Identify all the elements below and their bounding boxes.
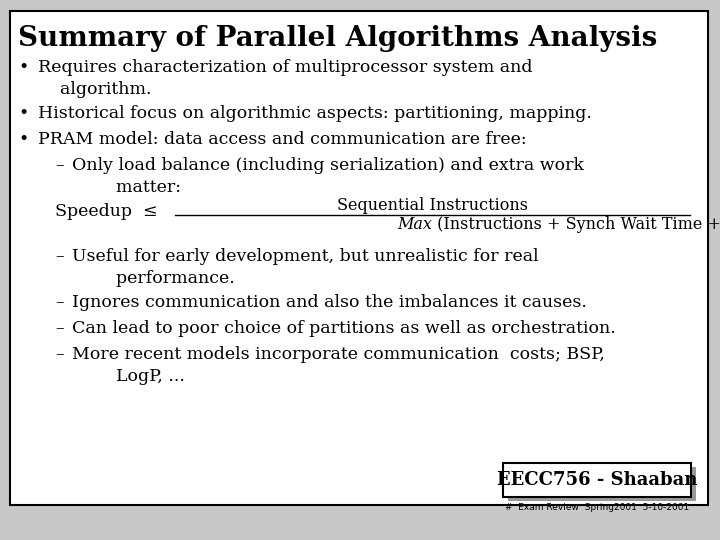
Text: Max: Max — [397, 216, 433, 233]
Text: Ignores communication and also the imbalances it causes.: Ignores communication and also the imbal… — [72, 294, 587, 311]
Text: EECC756 - Shaaban: EECC756 - Shaaban — [497, 471, 697, 489]
Text: Historical focus on algorithmic aspects: partitioning, mapping.: Historical focus on algorithmic aspects:… — [38, 105, 592, 122]
Text: Requires characterization of multiprocessor system and
    algorithm.: Requires characterization of multiproces… — [38, 59, 533, 98]
Text: •: • — [18, 105, 28, 122]
Text: Sequential Instructions: Sequential Instructions — [337, 197, 528, 214]
Text: –: – — [55, 157, 63, 174]
Text: –: – — [55, 346, 63, 363]
Text: Summary of Parallel Algorithms Analysis: Summary of Parallel Algorithms Analysis — [18, 25, 657, 52]
Text: Only load balance (including serialization) and extra work
        matter:: Only load balance (including serializati… — [72, 157, 584, 195]
Text: Speedup  ≤: Speedup ≤ — [55, 203, 158, 220]
Bar — [503, 463, 691, 497]
Text: #  Exam Review  Spring2001  5-10-2001: # Exam Review Spring2001 5-10-2001 — [505, 503, 689, 512]
Text: More recent models incorporate communication  costs; BSP,
        LogP, ...: More recent models incorporate communica… — [72, 346, 605, 384]
Text: –: – — [55, 320, 63, 337]
Text: –: – — [55, 248, 63, 265]
Text: (Instructions + Synch Wait Time + Extra Instructions): (Instructions + Synch Wait Time + Extra … — [433, 216, 720, 233]
Text: –: – — [55, 294, 63, 311]
Text: •: • — [18, 59, 28, 76]
Text: Can lead to poor choice of partitions as well as orchestration.: Can lead to poor choice of partitions as… — [72, 320, 616, 337]
Text: Useful for early development, but unrealistic for real
        performance.: Useful for early development, but unreal… — [72, 248, 539, 287]
Text: PRAM model: data access and communication are free:: PRAM model: data access and communicatio… — [38, 131, 526, 148]
Text: •: • — [18, 131, 28, 148]
Bar — [508, 467, 696, 501]
